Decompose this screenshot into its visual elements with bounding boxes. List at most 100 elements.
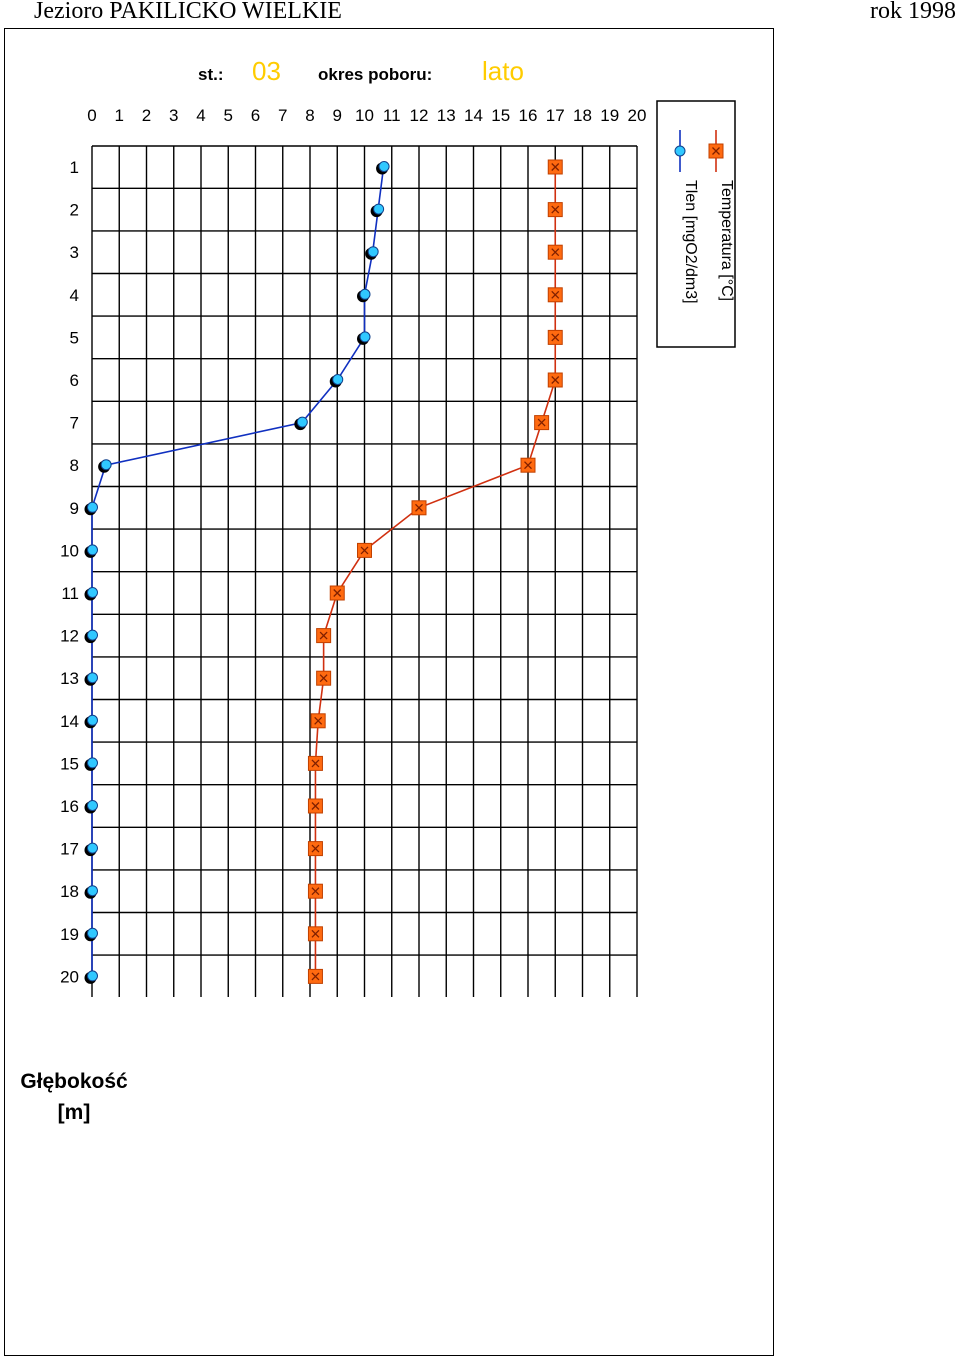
marker-circle (296, 416, 308, 428)
marker-circle (87, 714, 98, 726)
y-tick-label: 1 (70, 158, 79, 177)
period-label: okres poboru: (318, 65, 432, 84)
x-tick-label: 10 (355, 106, 374, 125)
y-tick-label: 12 (60, 627, 79, 646)
x-tick-label: 19 (600, 106, 619, 125)
oxygen-point (370, 203, 385, 218)
marker-x (311, 972, 320, 981)
oxygen-point (357, 331, 371, 345)
oxygen-point (84, 842, 98, 857)
x-axis-ticks: 0 1 2 3 4 5 6 7 8 9 10 11 12 13 14 15 16 17 18 19 20 (87, 106, 646, 125)
marker-circle (87, 544, 98, 556)
x-tick-label: 9 (333, 106, 342, 125)
marker-x (311, 929, 320, 938)
temperature-point (547, 329, 563, 345)
oxygen-point (376, 161, 390, 175)
y-tick-label: 3 (70, 243, 79, 262)
y-tick-label: 2 (70, 201, 79, 220)
series-layer (84, 159, 563, 984)
y-tick-label: 14 (60, 712, 79, 731)
station-value: 03 (252, 56, 281, 86)
marker-x (524, 461, 532, 470)
marker-x (415, 503, 423, 512)
marker-x (314, 716, 323, 725)
oxygen-point (357, 288, 371, 303)
oxygen-point (365, 246, 379, 260)
temperature-point (316, 670, 332, 686)
marker-x (319, 674, 328, 683)
marker-circle (87, 629, 98, 641)
x-tick-label: 3 (169, 106, 178, 125)
marker-x (551, 333, 560, 342)
y-axis-title-line: [m] (58, 1101, 91, 1124)
y-tick-label: 7 (70, 414, 79, 433)
temperature-point (329, 585, 345, 601)
marker-circle (87, 842, 98, 854)
oxygen-point (84, 672, 98, 686)
oxygen-point (84, 800, 98, 814)
temperature-point (357, 542, 372, 558)
marker-x (551, 248, 560, 257)
marker-x (360, 546, 369, 555)
y-tick-label: 9 (70, 499, 79, 518)
temperature-point (547, 372, 563, 388)
temperature-point (307, 798, 323, 814)
temperature-point (307, 926, 323, 942)
temperature-point (547, 159, 563, 175)
x-tick-label: 0 (87, 106, 96, 125)
station-label: st.: (198, 65, 224, 84)
temperature-point (316, 628, 332, 644)
temperature-point (411, 500, 427, 516)
marker-circle (100, 459, 112, 471)
marker-circle (373, 203, 385, 215)
marker-x (311, 844, 320, 853)
legend-box (656, 100, 736, 348)
oxygen-point (84, 885, 98, 899)
y-tick-label: 10 (60, 541, 79, 560)
oxygen-point (84, 544, 98, 558)
temperature-point (307, 968, 323, 984)
oxygen-point (84, 501, 98, 516)
chart-frame (4, 28, 774, 1356)
marker-circle (378, 161, 390, 172)
x-tick-label: 14 (464, 106, 483, 125)
marker-circle (87, 927, 98, 939)
y-axis-title: Głębokość [m] (20, 1070, 128, 1124)
oxygen-point (84, 587, 98, 601)
x-tick-label: 5 (224, 106, 233, 125)
marker-circle (87, 501, 98, 513)
x-tick-label: 18 (573, 106, 592, 125)
temperature-point (547, 202, 563, 218)
x-tick-label: 15 (491, 106, 510, 125)
x-tick-label: 2 (142, 106, 151, 125)
x-tick-label: 20 (628, 106, 647, 125)
page-header-year: rok 1998 (870, 0, 956, 24)
y-tick-label: 11 (61, 584, 79, 603)
x-tick-label: 7 (278, 106, 287, 125)
marker-circle (367, 246, 379, 258)
marker-circle (332, 374, 344, 385)
marker-circle (87, 587, 98, 598)
oxygen-point (84, 927, 98, 942)
y-tick-label: 18 (60, 882, 79, 901)
marker-circle (87, 885, 98, 897)
y-tick-label: 4 (70, 286, 79, 305)
oxygen-point (329, 374, 344, 388)
x-tick-label: 8 (305, 106, 314, 125)
marker-x (311, 802, 320, 810)
marker-x (537, 418, 546, 427)
marker-x (311, 759, 320, 768)
x-tick-label: 4 (196, 106, 205, 125)
temperature-point (547, 244, 563, 260)
y-tick-label: 20 (60, 967, 79, 986)
y-tick-label: 17 (60, 840, 79, 859)
y-tick-label: 15 (60, 754, 79, 773)
marker-x (551, 163, 560, 171)
x-tick-label: 12 (410, 106, 429, 125)
oxygen-point (84, 970, 98, 984)
chart-legend: Temperatura [°C] Tlen [mgO2/dm3] (656, 100, 736, 348)
x-tick-label: 1 (115, 106, 124, 125)
temperature-point (310, 713, 326, 729)
marker-circle (87, 757, 98, 769)
